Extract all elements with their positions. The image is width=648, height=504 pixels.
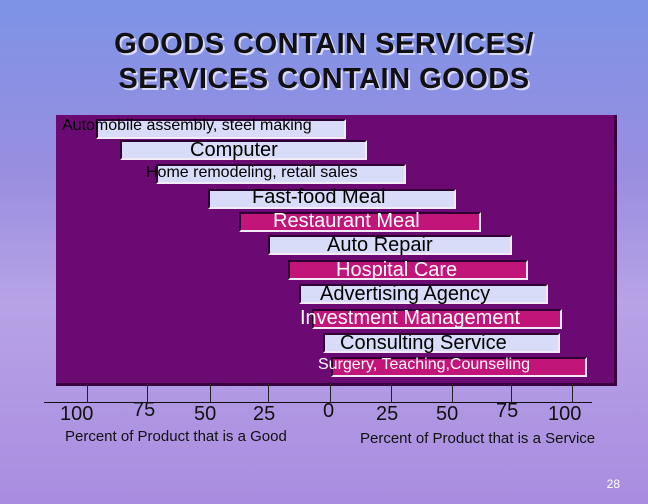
label-auto-repair: Auto Repair: [327, 234, 433, 256]
axis-tick: [330, 383, 331, 403]
label-advertising-agency: Advertising Agency: [320, 283, 491, 305]
bar-home-remodeling: [156, 164, 406, 184]
axis-tick: [268, 383, 269, 403]
bar-surgery-teaching-counseling: [331, 357, 587, 377]
tick-label-zero: 0: [323, 400, 335, 422]
tick-label-service-100: 100: [548, 403, 582, 425]
bar-computer: [120, 140, 367, 160]
axis-line: [44, 402, 592, 403]
tick-label-good-75: 75: [133, 399, 156, 421]
tick-label-good-25: 25: [253, 403, 276, 425]
label-investment-management: Investment Management: [300, 307, 521, 329]
bar-fast-food-meal: [208, 189, 456, 209]
axis-tick: [391, 383, 392, 403]
bar-investment-management: [312, 309, 562, 329]
service-axis-label: Percent of Product that is a Service: [360, 430, 596, 447]
axis-tick: [210, 383, 211, 403]
bar-advertising-agency: [299, 284, 548, 304]
page-number: 28: [606, 477, 620, 491]
label-restaurant-meal: Restaurant Meal: [273, 210, 420, 232]
slide-title-line2: SERVICES CONTAIN GOODS: [118, 63, 530, 95]
bar-restaurant-meal: [239, 212, 481, 232]
good-axis-label: Percent of Product that is a Good: [65, 428, 287, 445]
label-computer: Computer: [190, 139, 278, 161]
label-home-remodeling: Home remodeling, retail sales: [146, 164, 358, 181]
bar-hospital-care: [288, 260, 528, 280]
axis-tick: [511, 383, 512, 403]
tick-label-good-100: 100: [60, 403, 94, 425]
label-consulting-service: Consulting Service: [340, 332, 507, 354]
label-automobile-assembly: Automobile assembly, steel making: [62, 117, 312, 134]
axis-tick: [147, 383, 148, 403]
label-surgery-teaching-counseling: Surgery, Teaching,Counseling: [318, 356, 530, 373]
tick-label-service-75: 75: [496, 400, 519, 422]
bar-automobile-assembly: [96, 119, 346, 139]
tick-label-service-25: 25: [376, 403, 399, 425]
label-hospital-care: Hospital Care: [336, 259, 458, 281]
axis-tick: [87, 383, 88, 403]
bar-consulting-service: [323, 333, 560, 353]
axis-tick: [572, 383, 573, 403]
slide-title-line1: GOODS CONTAIN SERVICES/: [114, 28, 534, 60]
axis-tick: [452, 383, 453, 403]
tick-label-service-50: 50: [436, 403, 459, 425]
tick-label-good-50: 50: [194, 403, 217, 425]
bar-auto-repair: [268, 235, 512, 255]
label-fast-food-meal: Fast-food Meal: [252, 186, 386, 208]
